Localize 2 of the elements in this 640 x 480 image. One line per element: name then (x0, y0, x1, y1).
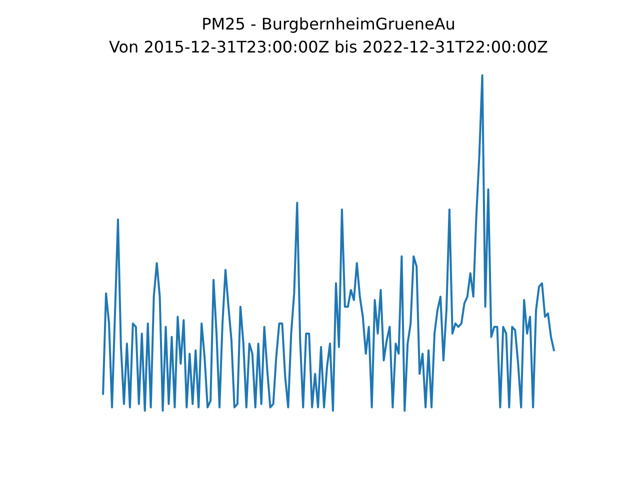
chart-subtitle: Von 2015-12-31T23:00:00Z bis 2022-12-31T22:00:00Z (109, 38, 548, 56)
chart-title: PM25 - BurgbernheimGrueneAu (202, 14, 456, 34)
